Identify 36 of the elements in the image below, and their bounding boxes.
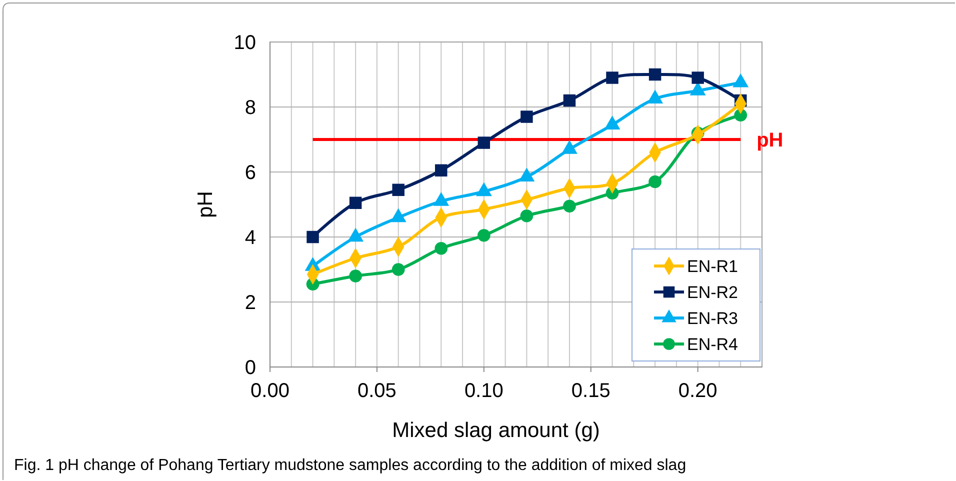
y-tick-label: 2 xyxy=(244,292,256,314)
y-tick-label: 8 xyxy=(244,97,256,119)
point xyxy=(648,68,662,81)
x-tick-label: 0.00 xyxy=(250,380,290,402)
legend-label: EN-R2 xyxy=(687,282,738,302)
y-tick-label: 6 xyxy=(244,162,256,184)
point xyxy=(349,196,362,209)
y-tick-label: 0 xyxy=(244,357,256,379)
point xyxy=(306,230,319,244)
x-tick-label: 0.20 xyxy=(678,380,718,402)
point xyxy=(477,228,490,242)
point xyxy=(520,209,534,222)
x-tick-label: 0.05 xyxy=(357,380,396,402)
point xyxy=(606,72,618,84)
legend-label: EN-R3 xyxy=(687,308,738,328)
point xyxy=(392,263,405,276)
legend-label: EN-R1 xyxy=(687,256,738,276)
point xyxy=(392,184,404,196)
point xyxy=(692,72,704,84)
legend-label: EN-R4 xyxy=(687,334,738,354)
ref-line-label: pH xyxy=(756,130,784,152)
point xyxy=(349,270,362,282)
y-axis-title: pH xyxy=(194,191,217,218)
point xyxy=(563,94,576,107)
point xyxy=(435,164,448,176)
point xyxy=(563,200,576,213)
x-tick-label: 0.15 xyxy=(571,380,610,402)
point xyxy=(648,175,662,188)
caption: Fig. 1 pH change of Pohang Tertiary mudstone samples according to the addition of mixed slag xyxy=(14,457,686,474)
point xyxy=(478,136,490,149)
x-tick-label: 0.10 xyxy=(464,380,504,402)
y-tick-label: 4 xyxy=(244,227,256,249)
point xyxy=(520,110,533,123)
y-tick-label: 10 xyxy=(234,32,256,54)
x-axis-title: Mixed slag amount (g) xyxy=(392,419,600,442)
point xyxy=(434,242,448,255)
